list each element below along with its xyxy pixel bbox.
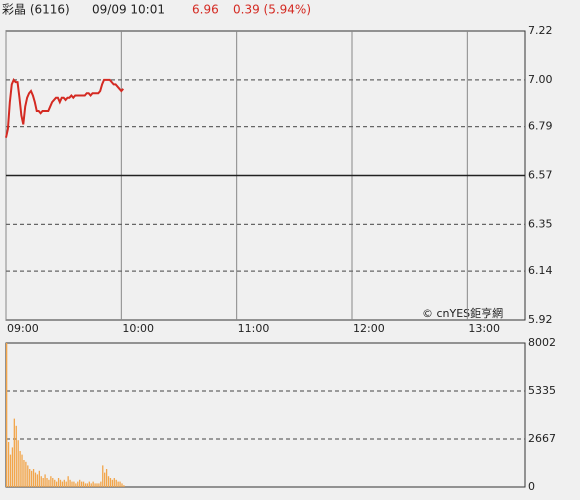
volume-bar (102, 465, 104, 487)
volume-bar (115, 479, 117, 487)
y-tick-label: 6.14 (528, 264, 553, 277)
x-tick-label: 12:00 (353, 322, 385, 335)
volume-bar (52, 478, 54, 487)
volume-bar (34, 472, 37, 487)
volume-bar (17, 440, 19, 487)
volume-bar (32, 469, 35, 487)
volume-bar (13, 418, 15, 487)
volume-bar (121, 483, 123, 487)
volume-bar (36, 474, 39, 487)
volume-bar (65, 481, 67, 487)
volume-bar (15, 425, 17, 487)
volume-bar (48, 479, 50, 487)
volume-bar (105, 469, 108, 487)
y-tick-label: 2667 (528, 432, 556, 445)
volume-bar (119, 481, 121, 487)
stock-name: 彩晶 (6116) (2, 3, 70, 17)
volume-bar (7, 442, 10, 487)
volume-bar (104, 472, 106, 487)
volume-bar (23, 460, 25, 487)
volume-bar (9, 454, 12, 487)
volume-bar (40, 476, 42, 487)
y-tick-label: 6.57 (528, 169, 553, 182)
volume-bar (55, 481, 58, 487)
volume-bar (80, 481, 83, 487)
y-tick-label: 8002 (528, 336, 556, 349)
volume-bar (21, 454, 23, 487)
y-tick-label: 6.79 (528, 120, 553, 133)
volume-bar (61, 481, 64, 487)
copyright: © cnYES鉅亨網 (422, 306, 503, 320)
quote-change: 0.39 (5.94%) (233, 3, 311, 17)
volume-bar (46, 478, 48, 487)
volume-bar (59, 479, 62, 487)
y-tick-label: 5335 (528, 384, 556, 397)
quote-time: 09/09 10:01 (92, 3, 165, 17)
price-line (5, 78, 125, 138)
x-tick-label: 13:00 (468, 322, 500, 335)
volume-bar (94, 483, 96, 487)
volume-bar (29, 469, 31, 487)
volume-bar (50, 476, 52, 487)
volume-bar (88, 481, 90, 487)
x-tick-label: 09:00 (7, 322, 39, 335)
volume-bar (77, 481, 79, 487)
volume-bar (96, 483, 98, 487)
volume-bar (86, 483, 89, 487)
volume-bar (123, 485, 125, 487)
volume-bar (92, 481, 94, 487)
volume-bar (30, 470, 33, 487)
volume-bar (6, 343, 8, 487)
quote-price: 6.96 (192, 3, 219, 17)
volume-bar (107, 476, 110, 487)
volume-bar (44, 474, 46, 487)
volume-bar (63, 479, 65, 487)
y-tick-label: 6.35 (528, 217, 553, 230)
volume-bar (54, 479, 56, 487)
volume-bar (42, 478, 44, 487)
volume-bar (79, 479, 81, 487)
volume-bar (73, 481, 75, 487)
volume-bar (111, 479, 114, 487)
volume-bar (109, 478, 112, 487)
volume-bar (25, 461, 27, 487)
volume-bar (11, 447, 14, 487)
volume-bar (75, 483, 77, 487)
volume-bar (27, 465, 29, 487)
y-tick-label: 7.00 (528, 73, 553, 86)
volume-bar (84, 483, 87, 487)
volume-bar (98, 483, 100, 487)
volume-bar (71, 481, 73, 487)
volume-bar (113, 478, 115, 487)
x-tick-label: 11:00 (238, 322, 270, 335)
volume-bar (100, 481, 102, 487)
y-tick-label: 5.92 (528, 313, 553, 326)
y-tick-label: 0 (528, 480, 535, 493)
volume-bar (67, 476, 69, 487)
x-tick-label: 10:00 (122, 322, 154, 335)
volume-bar (19, 451, 21, 487)
volume-bar (117, 481, 119, 487)
volume-bar (82, 481, 85, 487)
volume-bar (69, 479, 71, 487)
volume-bar (38, 470, 40, 487)
volume-bar (57, 478, 60, 487)
y-tick-label: 7.22 (528, 24, 553, 37)
volume-bar (90, 483, 92, 487)
